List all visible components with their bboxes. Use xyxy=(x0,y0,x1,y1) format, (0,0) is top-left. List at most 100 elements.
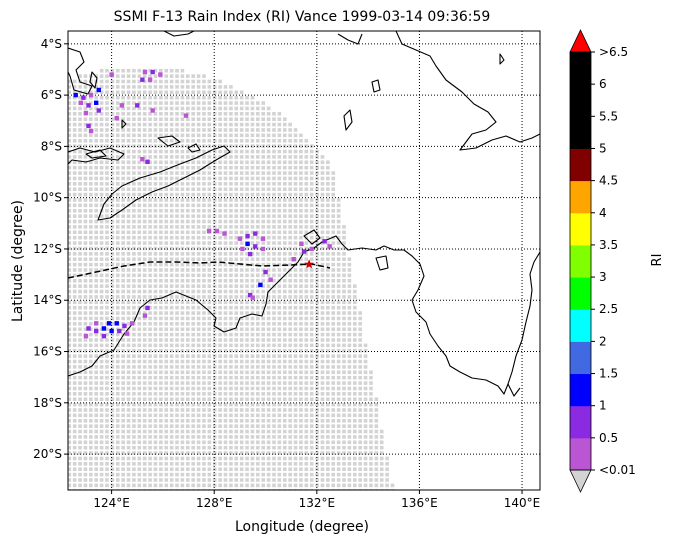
swath-point xyxy=(78,327,82,332)
swath-point xyxy=(153,413,158,418)
swath-point xyxy=(234,392,239,396)
swath-point xyxy=(121,488,125,490)
swath-point xyxy=(234,365,239,369)
swath-point xyxy=(142,122,147,127)
swath-point xyxy=(78,413,82,418)
swath-point xyxy=(185,187,190,192)
swath-point xyxy=(180,133,185,138)
swath-point xyxy=(126,101,131,105)
swath-point xyxy=(196,257,201,262)
swath-point xyxy=(89,187,93,192)
swath-point xyxy=(175,95,179,100)
swath-point xyxy=(99,182,104,186)
swath-point xyxy=(212,176,217,181)
swath-point xyxy=(304,246,309,251)
swath-point xyxy=(261,122,266,127)
swath-point xyxy=(202,198,206,202)
swath-point xyxy=(239,289,244,294)
swath-point xyxy=(89,182,93,186)
swath-point xyxy=(110,219,115,224)
swath-point xyxy=(121,101,125,105)
swath-point xyxy=(110,397,115,402)
swath-point xyxy=(126,262,131,267)
swath-point xyxy=(105,316,109,321)
swath-point xyxy=(99,467,104,472)
swath-point xyxy=(347,402,352,407)
swath-point xyxy=(299,365,303,369)
swath-point xyxy=(299,246,303,251)
swath-point xyxy=(272,241,276,245)
swath-point xyxy=(72,90,77,95)
swath-point xyxy=(180,128,185,132)
swath-point xyxy=(299,203,303,208)
swath-point xyxy=(164,160,169,165)
swath-point xyxy=(326,284,330,288)
swath-point xyxy=(250,462,255,466)
swath-point xyxy=(164,95,169,100)
swath-point xyxy=(94,187,99,192)
swath-point xyxy=(347,467,352,472)
swath-point xyxy=(94,483,99,488)
swath-point xyxy=(239,402,244,407)
swath-point xyxy=(105,214,109,218)
swath-point xyxy=(245,257,249,262)
swath-point xyxy=(132,198,136,202)
swath-point xyxy=(78,456,82,461)
swath-point xyxy=(266,327,271,332)
swath-point xyxy=(245,171,249,175)
swath-point xyxy=(223,117,228,122)
swath-point xyxy=(137,117,142,122)
swath-point xyxy=(115,424,120,428)
swath-point xyxy=(320,235,325,240)
swath-point xyxy=(202,295,206,299)
swath-point xyxy=(358,316,362,321)
swath-point xyxy=(331,198,336,202)
swath-point xyxy=(363,456,368,461)
swath-point xyxy=(196,386,201,391)
swath-point xyxy=(148,262,152,267)
swath-point xyxy=(256,300,260,305)
swath-point xyxy=(315,365,319,369)
swath-point xyxy=(191,198,195,202)
swath-point xyxy=(256,332,260,337)
swath-point xyxy=(256,456,260,461)
swath-point xyxy=(153,316,158,321)
swath-point xyxy=(304,451,309,455)
swath-point xyxy=(326,435,330,439)
swath-point xyxy=(309,472,314,477)
swath-point xyxy=(153,392,158,396)
swath-point xyxy=(196,262,201,267)
swath-point xyxy=(331,440,336,445)
swath-point xyxy=(105,112,109,116)
swath-point xyxy=(153,203,158,208)
swath-point xyxy=(110,128,115,132)
swath-point xyxy=(223,402,228,407)
swath-point xyxy=(153,106,158,111)
swath-point xyxy=(261,365,266,369)
swath-point xyxy=(148,316,152,321)
swath-point xyxy=(110,203,115,208)
swath-point xyxy=(142,85,147,89)
swath-point xyxy=(68,424,72,428)
swath-point xyxy=(256,268,260,272)
swath-point xyxy=(148,235,152,240)
swath-point xyxy=(78,268,82,272)
swath-point xyxy=(202,128,206,132)
swath-point xyxy=(229,300,233,305)
swath-point xyxy=(202,246,206,251)
swath-point xyxy=(159,343,163,348)
swath-point xyxy=(293,338,298,342)
swath-point xyxy=(110,289,115,294)
swath-point xyxy=(68,171,72,175)
swath-point xyxy=(169,230,174,235)
swath-point xyxy=(159,445,163,450)
swath-point xyxy=(110,165,115,170)
swath-point xyxy=(266,198,271,202)
swath-point xyxy=(180,435,185,439)
swath-point xyxy=(326,440,330,445)
rain-point xyxy=(122,323,127,329)
swath-point xyxy=(83,138,88,143)
swath-point xyxy=(89,316,93,321)
swath-point xyxy=(352,316,357,321)
swath-point xyxy=(132,483,136,488)
